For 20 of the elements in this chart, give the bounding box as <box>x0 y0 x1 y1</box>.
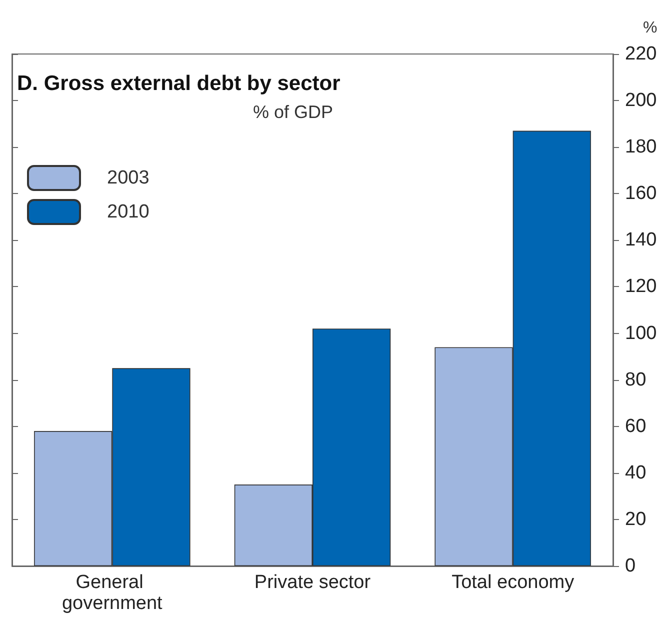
y-tick-label: 140 <box>625 230 657 251</box>
y-axis-title: % <box>643 20 658 36</box>
text: % of GDP <box>253 102 334 122</box>
y-tick-label: 220 <box>625 44 657 64</box>
x-tick-label: Total economy <box>452 572 575 593</box>
y-tick-label: 200 <box>625 90 657 112</box>
y-tick-label: 0 <box>625 556 636 576</box>
x-tick-label: General government <box>62 572 164 614</box>
y-tick-label: 20 <box>625 508 646 530</box>
y-tick-label: 100 <box>625 322 657 344</box>
y-tick-label: 160 <box>625 183 657 204</box>
x-tick-label: Private sector <box>254 572 372 593</box>
legend-label: 2010 <box>107 202 150 222</box>
y-tick-label: 180 <box>625 136 657 158</box>
y-tick-label: 40 <box>625 462 646 484</box>
legend-label: 2003 <box>107 168 150 188</box>
text: D. Gross external debt by sector <box>17 72 340 95</box>
y-tick-label: 120 <box>625 276 657 298</box>
y-tick-label: 60 <box>625 416 646 437</box>
y-tick-label: 80 <box>625 369 646 390</box>
